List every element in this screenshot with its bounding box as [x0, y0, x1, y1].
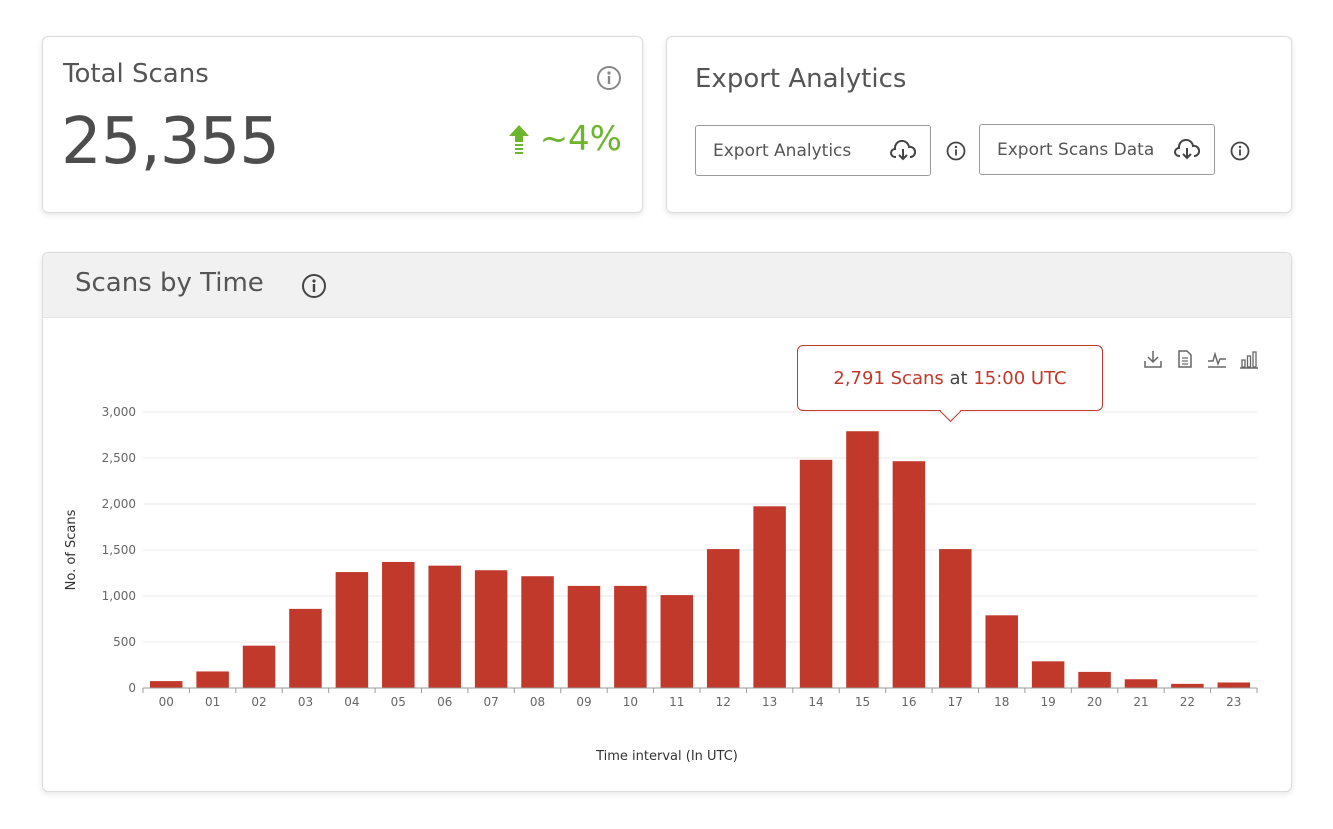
bar-05[interactable]	[382, 561, 415, 688]
x-tick-label: 09	[576, 695, 591, 709]
x-tick-label: 17	[948, 695, 963, 709]
bar-chart-icon[interactable]	[1239, 349, 1259, 369]
arrow-up-icon	[508, 125, 529, 154]
x-tick-label: 20	[1087, 695, 1102, 709]
scans-by-time-card: Scans by Time	[42, 252, 1292, 792]
info-icon[interactable]	[596, 65, 622, 91]
y-tick-label: 1,500	[102, 543, 136, 557]
x-tick-label: 22	[1180, 695, 1195, 709]
bar-10[interactable]	[614, 585, 647, 688]
chart-title: Scans by Time	[75, 268, 264, 298]
bar-08[interactable]	[521, 576, 554, 688]
bar-22[interactable]	[1171, 683, 1204, 688]
x-tick-label: 03	[298, 695, 313, 709]
y-tick-label: 3,000	[102, 405, 136, 419]
trend-value: ~4%	[539, 119, 622, 159]
x-tick-label: 23	[1226, 695, 1241, 709]
cloud-download-icon	[1174, 138, 1200, 159]
x-tick-label: 02	[251, 695, 266, 709]
scans-bar-chart: 0 500 1,000 1,500 2,000 2,500 3,000 00 01 02 03 04 0…	[64, 405, 1258, 764]
y-tick-label: 2,000	[102, 497, 136, 511]
bar-06[interactable]	[428, 565, 461, 688]
total-scans-value: 25,355	[61, 105, 280, 179]
x-tick-label: 08	[530, 695, 545, 709]
bar-03[interactable]	[289, 608, 322, 688]
info-icon[interactable]	[1230, 141, 1250, 161]
chart-tooltip: 2,791 Scans at 15:00 UTC	[797, 345, 1103, 423]
export-analytics-label: Export Analytics	[713, 140, 852, 161]
bar-17[interactable]	[939, 549, 972, 688]
y-tick-label: 0	[128, 681, 136, 695]
info-icon[interactable]	[946, 141, 966, 161]
bar-07[interactable]	[474, 570, 508, 688]
bar-11[interactable]	[660, 595, 694, 688]
y-tick-label: 500	[113, 635, 136, 649]
tooltip-connector: at	[949, 367, 968, 389]
x-tick-label: 00	[159, 695, 174, 709]
total-scans-title: Total Scans	[63, 59, 209, 89]
x-tick-label: 06	[437, 695, 452, 709]
export-analytics-button[interactable]: Export Analytics	[695, 125, 931, 176]
total-scans-card: Total Scans 25,355 ~4%	[42, 36, 643, 213]
x-tick-label: 16	[901, 695, 916, 709]
export-scans-data-button[interactable]: Export Scans Data	[979, 124, 1215, 175]
export-card-title: Export Analytics	[695, 64, 907, 94]
y-tick-label: 1,000	[102, 589, 136, 603]
trend-indicator: ~4%	[508, 119, 622, 159]
export-analytics-card: Export Analytics Export Analytics Export…	[666, 36, 1292, 213]
bar-21[interactable]	[1124, 679, 1158, 688]
download-icon[interactable]	[1143, 349, 1163, 369]
chart-toolbar	[1143, 349, 1259, 369]
document-icon[interactable]	[1175, 349, 1195, 369]
bar-18[interactable]	[985, 615, 1018, 688]
x-tick-label: 01	[205, 695, 220, 709]
x-tick-label: 15	[855, 695, 870, 709]
bar-16[interactable]	[892, 461, 926, 688]
bar-20[interactable]	[1078, 671, 1111, 688]
x-tick-label: 13	[762, 695, 777, 709]
y-axis-title: No. of Scans	[64, 509, 79, 590]
x-axis-title: Time interval (In UTC)	[595, 749, 738, 764]
bar-01[interactable]	[196, 671, 229, 688]
x-tick-label: 14	[808, 695, 823, 709]
x-tick-label: 04	[344, 695, 359, 709]
x-tick-label: 07	[483, 695, 498, 709]
y-tick-label: 2,500	[102, 451, 136, 465]
export-scans-label: Export Scans Data	[997, 139, 1155, 160]
x-tick-label: 11	[669, 695, 684, 709]
tooltip-value: 2,791 Scans	[833, 367, 944, 389]
cloud-download-icon	[890, 139, 916, 160]
bar-14[interactable]	[799, 459, 833, 688]
bar-15[interactable]	[846, 431, 879, 688]
bar-00[interactable]	[149, 681, 183, 688]
bar-09[interactable]	[567, 585, 601, 688]
bar-23[interactable]	[1217, 682, 1251, 688]
info-icon[interactable]	[301, 273, 327, 299]
x-tick-label: 19	[1040, 695, 1055, 709]
x-tick-label: 05	[391, 695, 406, 709]
bar-19[interactable]	[1031, 661, 1065, 688]
x-tick-label: 18	[994, 695, 1009, 709]
tooltip-time: 15:00 UTC	[973, 367, 1067, 389]
bar-12[interactable]	[706, 549, 740, 688]
line-chart-icon[interactable]	[1207, 349, 1227, 369]
x-tick-label: 10	[623, 695, 638, 709]
x-tick-label: 21	[1133, 695, 1148, 709]
bar-13[interactable]	[753, 506, 786, 688]
chart-card-header: Scans by Time	[43, 253, 1291, 318]
bar-04[interactable]	[335, 572, 369, 688]
x-tick-label: 12	[716, 695, 731, 709]
bar-02[interactable]	[242, 645, 276, 688]
